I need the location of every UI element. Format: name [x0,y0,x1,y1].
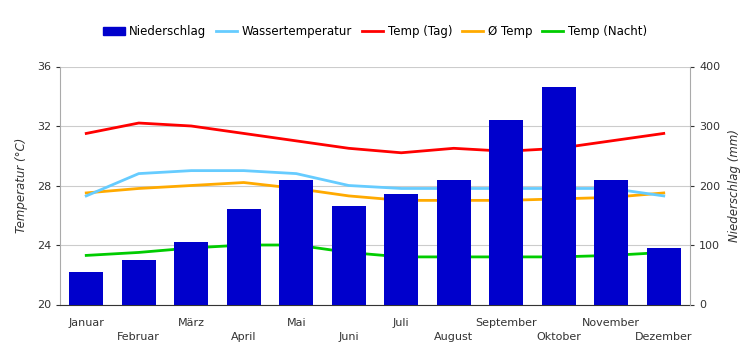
Bar [489,120,524,304]
Text: Februar: Februar [117,332,160,342]
Text: April: April [231,332,256,342]
Text: August: August [434,332,473,342]
Bar [226,209,261,304]
Legend: Niederschlag, Wassertemperatur, Temp (Tag), Ø Temp, Temp (Nacht): Niederschlag, Wassertemperatur, Temp (Ta… [98,20,652,42]
Bar [174,242,208,304]
Bar [594,180,628,304]
Y-axis label: Temperatur (°C): Temperatur (°C) [16,138,28,233]
Bar [332,206,366,304]
Bar [69,272,104,304]
Text: Mai: Mai [286,318,306,328]
Y-axis label: Niederschlag (mm): Niederschlag (mm) [728,129,742,242]
Bar [542,88,576,304]
Text: März: März [178,318,205,328]
Bar [384,195,418,304]
Text: September: September [476,318,537,328]
Bar [279,180,314,304]
Text: Oktober: Oktober [536,332,581,342]
Bar [122,260,156,304]
Text: Januar: Januar [68,318,104,328]
Text: Juni: Juni [338,332,359,342]
Text: Juli: Juli [393,318,410,328]
Bar [646,248,681,304]
Text: November: November [582,318,640,328]
Text: Dezember: Dezember [635,332,692,342]
Bar [436,180,471,304]
